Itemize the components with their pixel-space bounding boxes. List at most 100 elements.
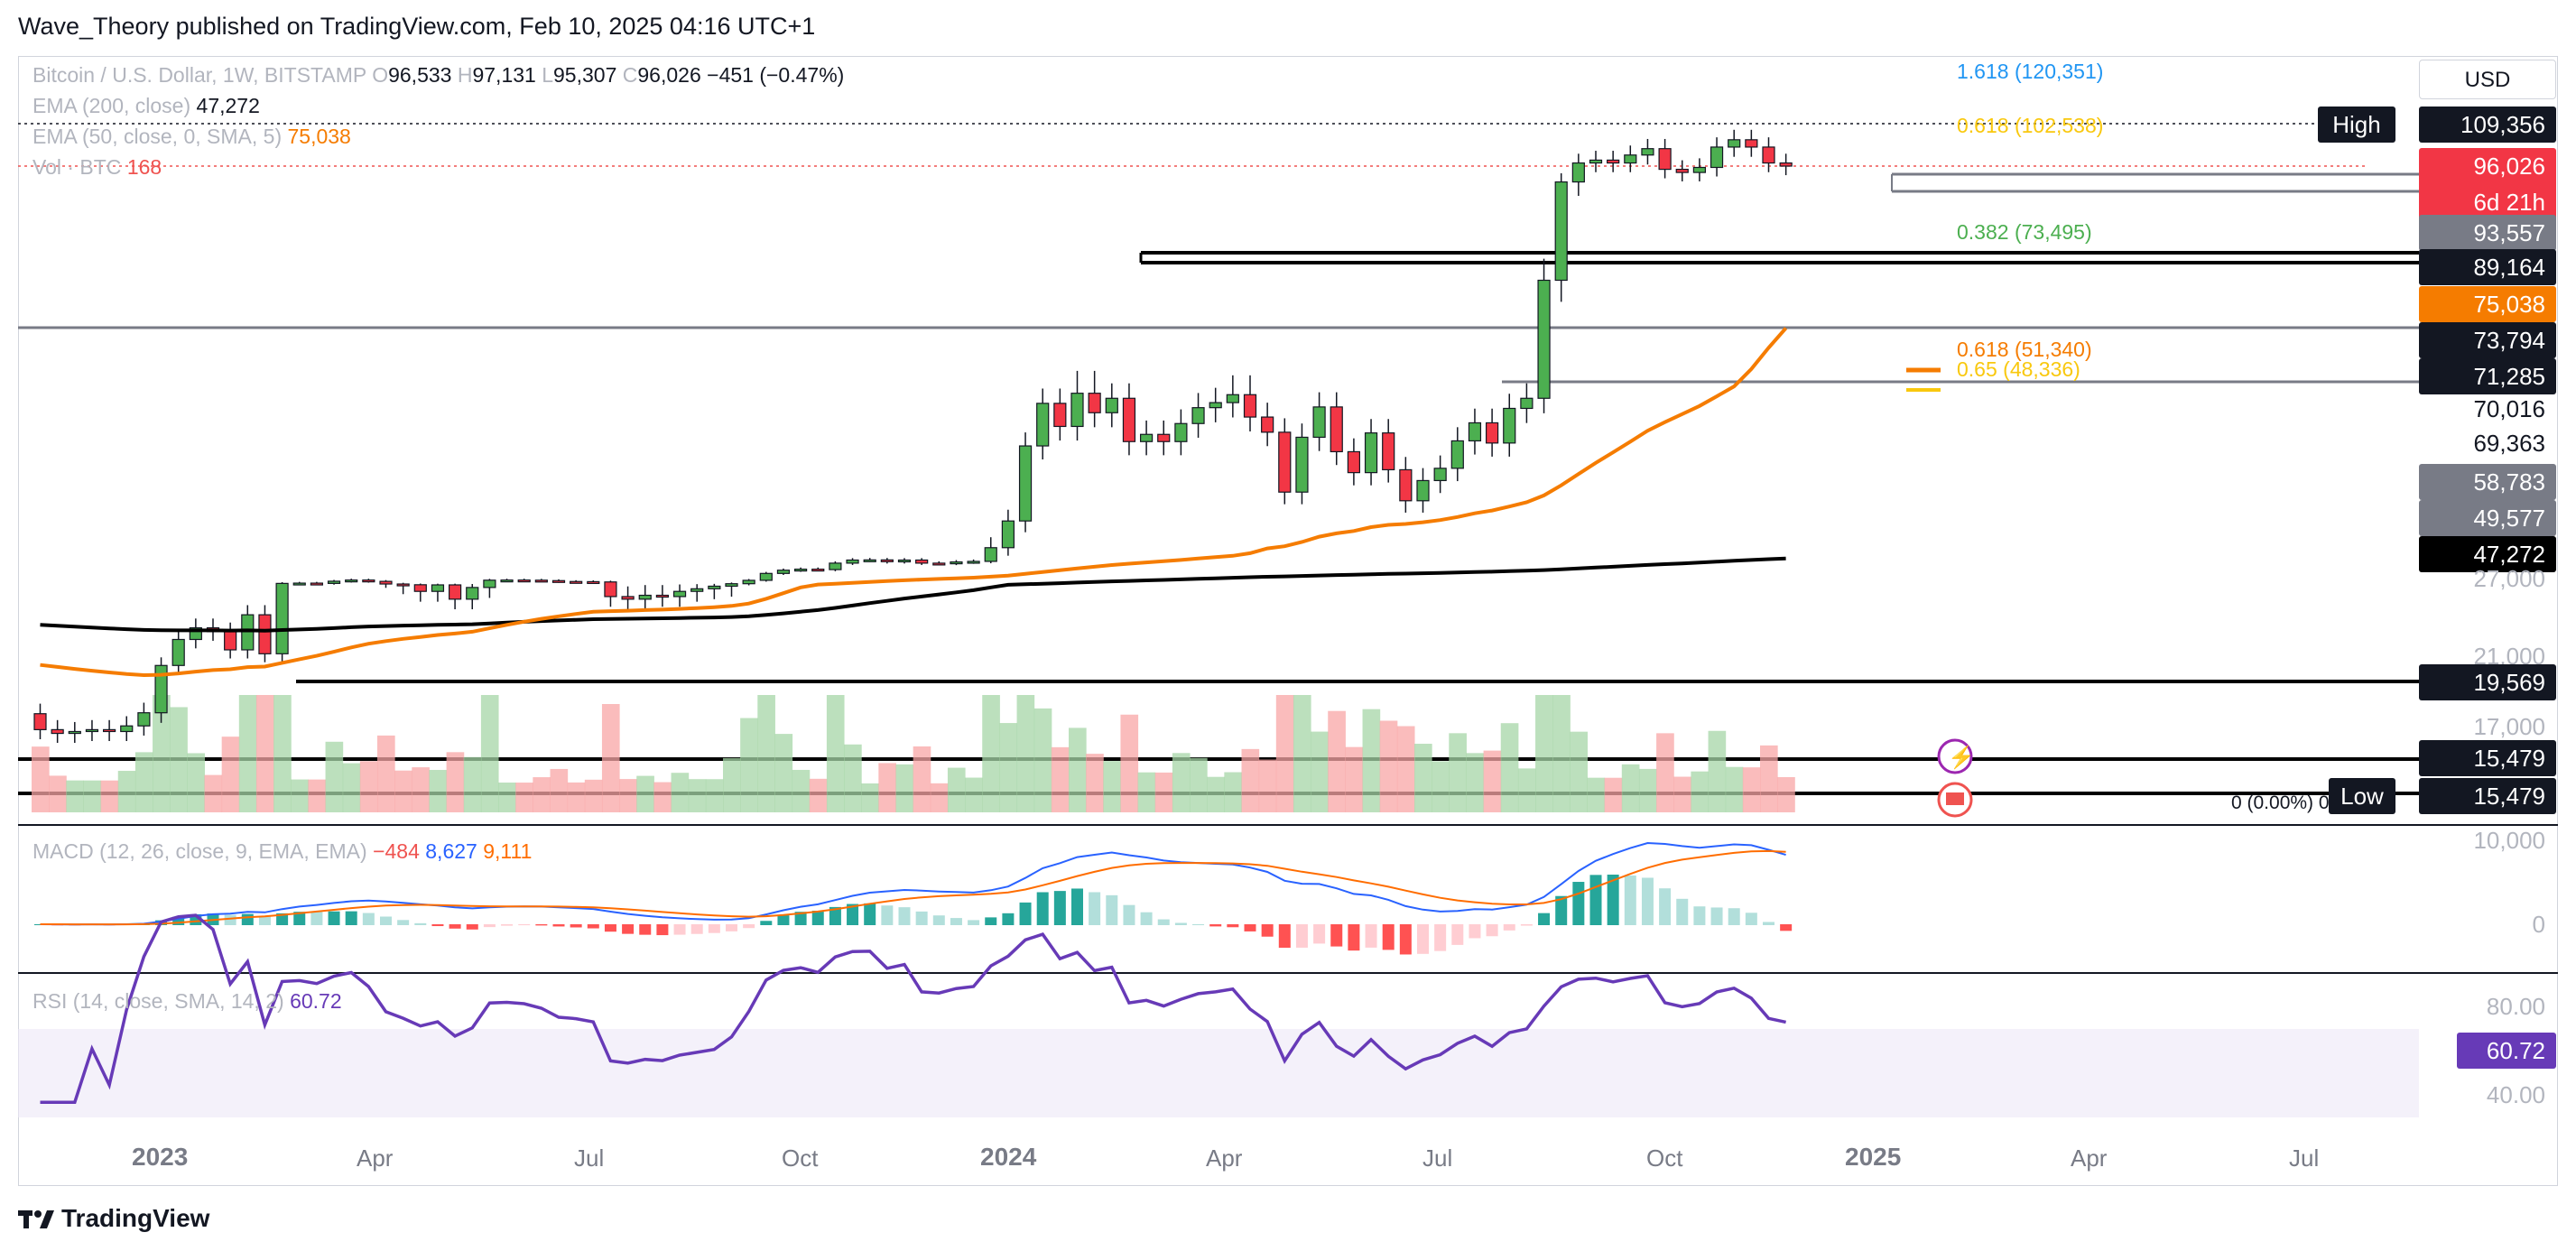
volume-legend[interactable]: Vol · BTC 168 [32, 155, 162, 180]
volume-bar [1293, 695, 1311, 812]
time-label-oct-2023: Oct [782, 1144, 819, 1172]
candle [1053, 388, 1067, 441]
tradingview-footer[interactable]: TradingView [18, 1204, 209, 1233]
currency-selector[interactable]: USD [2419, 60, 2556, 99]
candle [1226, 375, 1239, 418]
ema50-legend[interactable]: EMA (50, close, 0, SMA, 5) 75,038 [32, 125, 351, 149]
candle [1607, 151, 1620, 172]
macd-histogram-bar [690, 924, 703, 934]
price-15479-label-b: 15,479 [2419, 778, 2556, 814]
low-label: L [542, 63, 554, 87]
candle [846, 558, 859, 565]
ema200-legend[interactable]: EMA (200, close) 47,272 [32, 94, 260, 118]
volume-bar [584, 779, 603, 812]
candle-body [1416, 479, 1430, 502]
volume-bar [757, 695, 775, 812]
candle [137, 702, 151, 736]
candle-body [759, 572, 773, 581]
volume-bar [1500, 723, 1519, 812]
macd-histogram-bar [1053, 891, 1066, 925]
macd-histogram-bar [1728, 908, 1740, 925]
macd-histogram-bar [328, 911, 340, 925]
candle [466, 584, 479, 610]
volume-bar [221, 737, 240, 812]
macd-histogram-bar [622, 924, 635, 934]
macd-histogram-bar [1693, 906, 1706, 925]
candle-body [570, 580, 583, 584]
candle-body [1710, 146, 1724, 169]
macd-legend[interactable]: MACD (12, 26, close, 9, EMA, EMA) −484 8… [32, 839, 532, 864]
volume-bar [1207, 776, 1225, 812]
candle-body [1330, 406, 1343, 453]
candle [690, 584, 704, 602]
time-label-2024: 2024 [980, 1143, 1037, 1171]
macd-histogram-bar [1365, 924, 1377, 948]
candle [1745, 129, 1758, 157]
candle [950, 560, 963, 566]
volume-bar [1345, 746, 1364, 812]
candle-body [811, 568, 825, 572]
volume-bar [1621, 764, 1640, 812]
macd-histogram-bar [310, 912, 323, 925]
volume-bar [1103, 761, 1121, 812]
macd-histogram-bar [1348, 924, 1360, 951]
volume-bar [291, 779, 309, 812]
price-19569-label: 19,569 [2419, 664, 2556, 700]
candle [1018, 432, 1033, 533]
candle [1433, 455, 1447, 494]
volume-bar [1016, 695, 1035, 812]
ema200-line [40, 556, 1786, 633]
publisher-header: Wave_Theory published on TradingView.com… [18, 13, 816, 40]
volume-bar [1258, 759, 1277, 812]
ema200-legend-value: 47,272 [196, 94, 260, 117]
candle-body [1554, 181, 1568, 282]
macd-histogram-bar [1555, 895, 1568, 925]
lightning-event-icon[interactable] [1937, 738, 1973, 774]
candle-body [258, 614, 272, 654]
candle-body [275, 582, 289, 654]
candle [1485, 408, 1499, 457]
rsi-legend[interactable]: RSI (14, close, SMA, 14, 2) 60.72 [32, 989, 342, 1014]
volume-bar [965, 777, 983, 812]
low-note: 0 (0.00%) 0 [2231, 792, 2330, 813]
candle [1589, 151, 1603, 172]
volume-bar [1241, 748, 1260, 812]
candle-body [241, 614, 255, 651]
volume-bar [1396, 726, 1415, 812]
volume-bar [1311, 731, 1329, 812]
volume-bar [653, 782, 672, 812]
candle-body [292, 582, 306, 586]
macd-histogram-bar [1538, 913, 1551, 925]
volume-bar [1414, 744, 1432, 812]
candle-body [1261, 416, 1274, 433]
macd-histogram-bar [1434, 924, 1447, 951]
candle-body [1105, 397, 1118, 413]
high-label: H [457, 63, 473, 87]
volume-bar [1570, 731, 1588, 812]
volume-bar [204, 774, 223, 812]
candle [880, 558, 894, 564]
volume-series [32, 695, 1795, 812]
volume-bar [826, 695, 845, 812]
candle-body [1347, 450, 1361, 474]
candle-body [1070, 393, 1084, 428]
candle [984, 537, 997, 564]
macd-histogram-bar [881, 905, 894, 925]
ema50-price-label: 75,038 [2419, 286, 2556, 322]
macd-histogram-bar [570, 924, 582, 928]
macd-histogram-bar [1140, 912, 1153, 925]
macd-histogram-bar [1330, 924, 1343, 947]
volume-bar [1466, 753, 1485, 812]
candle-body [1036, 403, 1050, 447]
bar-countdown-label: 6d 21h [2419, 184, 2556, 220]
candle [1520, 383, 1534, 423]
macd-histogram-bar [1503, 924, 1515, 931]
price-70016-label: 70,016 [2473, 395, 2545, 422]
candle [638, 585, 652, 610]
candle-body [327, 580, 341, 584]
candle [897, 558, 912, 564]
volume-label: Vol · BTC [32, 155, 122, 179]
candle-body [690, 588, 704, 592]
volume-bar [636, 775, 654, 812]
